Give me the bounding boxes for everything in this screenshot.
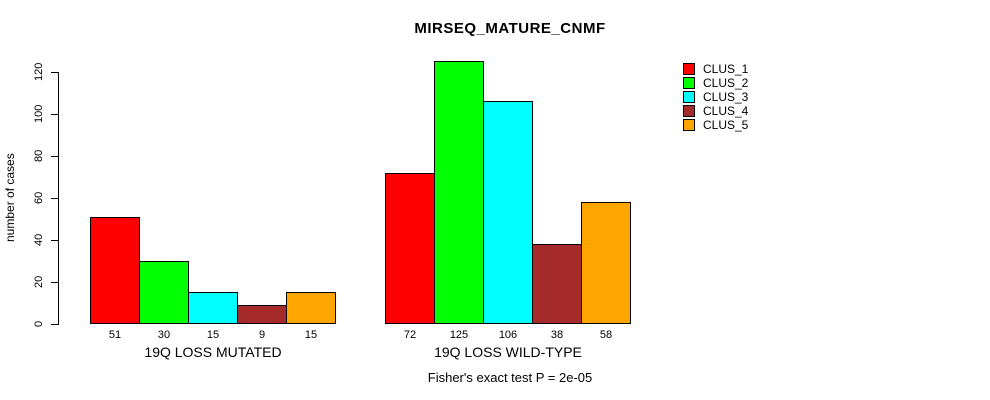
bar-value-label: 15 — [304, 329, 318, 341]
y-tick-mark — [51, 324, 58, 325]
bar-clus-1-19q-loss-mutated — [90, 217, 140, 324]
bar-clus-3-19q-loss-mutated — [188, 292, 238, 324]
bar-clus-5-19q-loss-wild-type — [581, 202, 631, 324]
x-group-label: 19Q LOSS MUTATED — [144, 344, 282, 360]
legend-item-clus-3: CLUS_3 — [683, 90, 748, 104]
legend-item-clus-2: CLUS_2 — [683, 76, 748, 90]
bar-clus-3-19q-loss-wild-type — [483, 101, 533, 324]
chart-title: MIRSEQ_MATURE_CNMF — [414, 20, 606, 37]
bar-clus-2-19q-loss-mutated — [139, 261, 189, 324]
y-tick-label: 20 — [33, 275, 45, 289]
legend-item-clus-1: CLUS_1 — [683, 62, 748, 76]
legend-label: CLUS_5 — [703, 118, 749, 132]
footnote-text: Fisher's exact test P = 2e-05 — [427, 370, 593, 385]
legend-label: CLUS_4 — [703, 104, 749, 118]
legend-label: CLUS_2 — [703, 76, 749, 90]
bar-value-label: 58 — [599, 329, 613, 341]
bar-value-label: 51 — [108, 329, 122, 341]
bar-clus-4-19q-loss-wild-type — [532, 244, 582, 324]
bar-clus-2-19q-loss-wild-type — [434, 61, 484, 324]
bar-value-label: 9 — [258, 329, 266, 341]
legend-swatch-clus-1 — [683, 63, 695, 75]
y-tick-mark — [51, 156, 58, 157]
bar-value-label: 30 — [157, 329, 171, 341]
y-tick-label: 40 — [33, 233, 45, 247]
legend-swatch-clus-3 — [683, 91, 695, 103]
legend: CLUS_1 CLUS_2 CLUS_3 CLUS_4 CLUS_5 — [683, 62, 748, 132]
y-axis-title: number of cases — [3, 153, 17, 242]
bar-clus-4-19q-loss-mutated — [237, 305, 287, 324]
bar-value-label: 38 — [550, 329, 564, 341]
legend-label: CLUS_1 — [703, 62, 749, 76]
legend-swatch-clus-4 — [683, 105, 695, 117]
bar-value-label: 15 — [206, 329, 220, 341]
bar-value-label: 72 — [403, 329, 417, 341]
y-tick-label: 60 — [33, 191, 45, 205]
legend-label: CLUS_3 — [703, 90, 749, 104]
y-axis-line — [58, 72, 59, 325]
y-tick-mark — [51, 282, 58, 283]
y-tick-mark — [51, 198, 58, 199]
legend-item-clus-4: CLUS_4 — [683, 104, 748, 118]
y-tick-mark — [51, 114, 58, 115]
y-tick-label: 100 — [33, 104, 45, 124]
y-tick-mark — [51, 240, 58, 241]
y-tick-label: 0 — [33, 320, 45, 328]
bar-value-label: 106 — [498, 329, 518, 341]
legend-swatch-clus-5 — [683, 119, 695, 131]
y-tick-mark — [51, 72, 58, 73]
legend-item-clus-5: CLUS_5 — [683, 118, 748, 132]
x-group-label: 19Q LOSS WILD-TYPE — [434, 344, 582, 360]
y-tick-label: 120 — [33, 62, 45, 82]
legend-swatch-clus-2 — [683, 77, 695, 89]
bar-value-label: 125 — [449, 329, 469, 341]
bar-clus-5-19q-loss-mutated — [286, 292, 336, 324]
y-tick-label: 80 — [33, 149, 45, 163]
bar-clus-1-19q-loss-wild-type — [385, 173, 435, 324]
